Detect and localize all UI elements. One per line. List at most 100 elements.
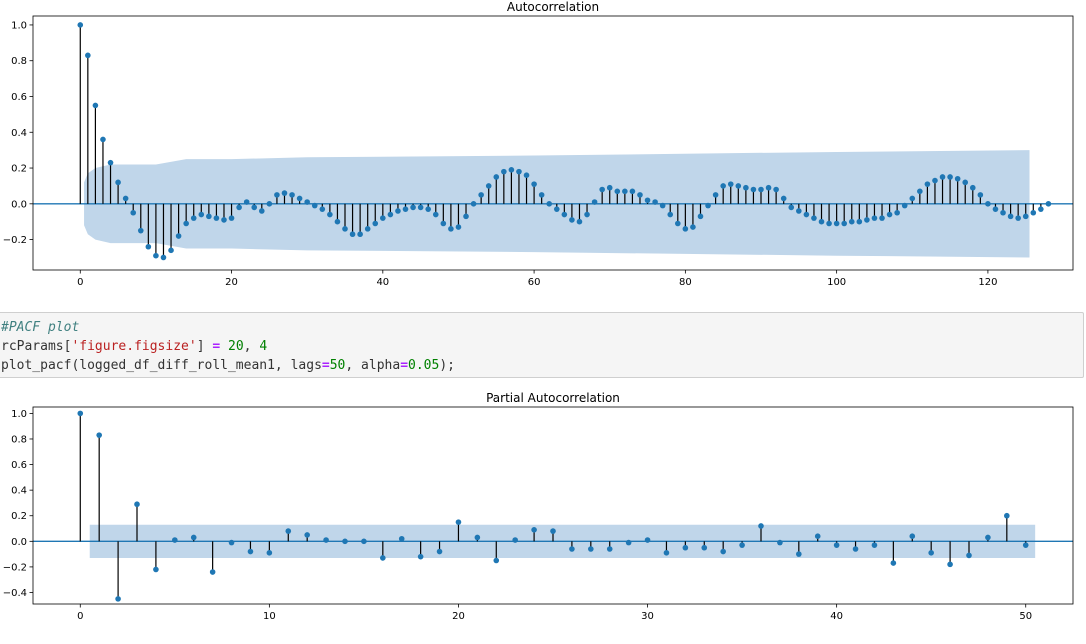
data-point <box>478 192 484 198</box>
y-tick-label: 0.4 <box>11 128 27 139</box>
data-point <box>266 201 273 207</box>
data-point <box>1000 209 1006 216</box>
data-point <box>546 201 553 207</box>
data-point <box>172 537 178 543</box>
y-tick-label: −0.2 <box>3 235 27 246</box>
y-tick-label: 0.8 <box>11 434 27 445</box>
data-point <box>720 548 726 555</box>
data-point <box>395 208 401 214</box>
data-point <box>364 226 371 232</box>
code-token: plot_pacf(logged_df_diff_roll_mean1, lag… <box>1 358 322 373</box>
data-point <box>939 174 946 180</box>
data-point <box>485 183 492 189</box>
y-tick-label: 0.0 <box>11 537 27 548</box>
data-point <box>1045 201 1052 207</box>
y-tick-label: −0.4 <box>3 588 27 599</box>
data-point <box>357 231 363 238</box>
data-point <box>890 560 897 566</box>
code-comment: #PACF plot <box>1 320 80 335</box>
data-point <box>720 183 726 189</box>
data-point <box>380 215 386 221</box>
data-point <box>697 213 704 220</box>
code-number: 20 <box>228 339 244 354</box>
data-point <box>550 528 556 534</box>
data-point <box>599 186 605 193</box>
data-point <box>92 102 99 109</box>
data-point <box>675 220 681 227</box>
x-tick-label: 40 <box>830 611 843 622</box>
data-point <box>183 220 189 227</box>
data-point <box>735 183 742 189</box>
code-token: , alpha <box>345 358 401 373</box>
data-point <box>1038 206 1044 212</box>
y-tick-label: 1.0 <box>11 20 27 31</box>
data-point <box>758 186 764 193</box>
data-point <box>682 226 689 232</box>
data-point <box>334 218 341 225</box>
data-point <box>780 195 787 202</box>
data-point <box>561 211 568 218</box>
data-point <box>349 231 356 238</box>
y-tick-label: −0.2 <box>3 562 27 573</box>
data-point <box>932 177 938 184</box>
data-point <box>342 226 348 232</box>
data-point <box>909 195 916 202</box>
data-point <box>470 201 477 207</box>
data-point <box>304 199 310 205</box>
data-point <box>198 211 205 218</box>
data-point <box>644 537 651 543</box>
data-point <box>584 211 590 218</box>
data-point <box>247 548 254 555</box>
y-tick-label: 1.0 <box>11 409 27 420</box>
y-tick-label: 0.6 <box>11 460 27 471</box>
data-point <box>402 206 409 212</box>
data-point <box>1022 542 1029 548</box>
data-point <box>251 204 258 211</box>
data-point <box>122 195 129 202</box>
data-point <box>516 168 522 175</box>
data-point <box>512 537 518 543</box>
data-point <box>659 202 666 209</box>
data-point <box>311 202 318 209</box>
data-point <box>1007 213 1014 220</box>
data-point <box>361 538 367 545</box>
data-point <box>969 184 976 191</box>
data-point <box>765 184 772 191</box>
x-tick-label: 100 <box>827 277 846 288</box>
data-point <box>85 52 91 59</box>
code-cell[interactable]: #PACF plot rcParams['figure.figsize'] = … <box>0 312 1084 378</box>
data-point <box>1015 215 1021 221</box>
data-point <box>966 552 972 559</box>
data-point <box>432 211 439 218</box>
data-point <box>296 195 303 202</box>
data-point <box>474 534 481 541</box>
code-line-2: rcParams['figure.figsize'] = 20, 4 <box>1 339 267 354</box>
data-point <box>508 167 515 173</box>
data-point <box>591 199 598 205</box>
y-tick-label: 0.6 <box>11 92 27 103</box>
y-tick-label: 0.2 <box>11 164 27 175</box>
data-point <box>682 544 689 551</box>
data-point <box>553 206 560 212</box>
data-point <box>228 539 235 546</box>
data-point <box>463 213 469 220</box>
code-number: 4 <box>259 339 268 354</box>
data-point <box>962 179 969 186</box>
data-point <box>289 192 295 198</box>
data-point <box>803 211 810 218</box>
chart-title: Partial Autocorrelation <box>486 391 620 405</box>
axes-frame <box>32 406 1074 605</box>
data-point <box>417 204 424 211</box>
code-token: rcParams[ <box>1 339 72 354</box>
data-point <box>436 548 443 555</box>
data-point <box>213 215 220 221</box>
data-point <box>190 534 197 541</box>
data-point <box>281 190 288 196</box>
pacf-chart: −0.4 −0.2 0.0 0.2 0.4 0.6 0.8 1.0 0 10 20 30 40 50 Par… <box>0 387 1086 640</box>
code-token: ] <box>196 339 213 354</box>
data-point <box>663 550 670 556</box>
data-point <box>134 501 140 508</box>
data-point <box>705 202 711 209</box>
code-number: 0.05 <box>408 358 440 373</box>
data-point <box>372 220 379 227</box>
